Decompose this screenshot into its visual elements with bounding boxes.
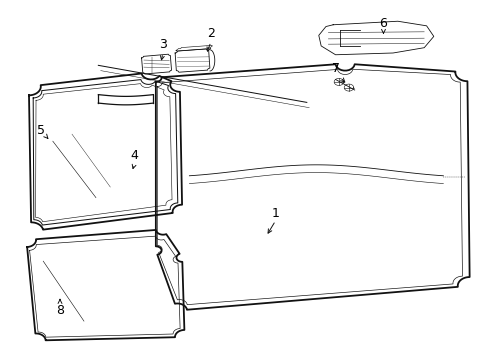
- Text: 1: 1: [271, 207, 279, 220]
- Text: 5: 5: [37, 124, 45, 137]
- Text: 3: 3: [159, 38, 166, 51]
- Text: 7: 7: [331, 62, 339, 75]
- Text: 2: 2: [206, 27, 214, 40]
- Text: 8: 8: [56, 304, 64, 317]
- Text: 6: 6: [379, 17, 386, 30]
- Text: 4: 4: [130, 149, 138, 162]
